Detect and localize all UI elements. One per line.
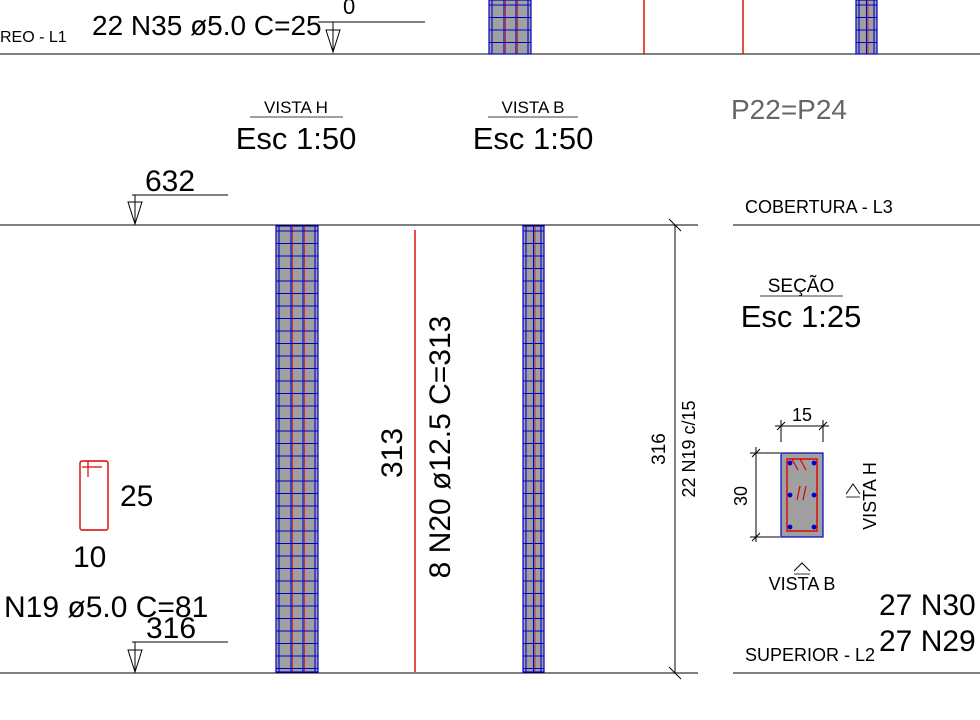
vista-h-scale: Esc 1:50 [236,121,357,156]
level-label-cobertura: COBERTURA - L3 [745,197,893,217]
section-height-tick-top [751,448,761,458]
column-vista-h [275,225,319,673]
vista-b-scale: Esc 1:50 [473,121,594,156]
vista-b-title: VISTA B [502,98,565,117]
vista-h-title: VISTA H [264,98,328,117]
level-label-l1: REO - L1 [0,29,67,46]
section-height-tick-bottom [751,532,761,542]
main-bar-spec: 8 N20 ø12.5 C=313 [424,316,457,579]
height-dimension-tick-bottom [668,666,682,680]
height-dimension-value: 316 [649,433,670,465]
section-vista-b-label: VISTA B [769,574,836,594]
section-title: SEÇÃO [768,275,835,297]
section-width-dimension: 15 [792,405,812,425]
bottom-level-elevation: 316 [146,612,196,645]
column-vista-b [522,225,545,673]
height-dimension-tick-top [668,218,682,232]
section-width-tick-left [776,421,786,431]
top-bar-spec: 22 N35 ø5.0 C=25 [92,10,322,41]
top-level-value: 0 [343,0,355,19]
top-level-elevation: 632 [145,165,195,198]
top-column-vista-b [855,0,878,55]
section-vista-h-label: VISTA H [860,462,880,530]
pillar-id: P22=P24 [731,94,847,125]
right-bar-spec-2: 27 N29 [879,625,976,658]
stirrup-count-spec: 22 N19 c/15 [679,400,699,497]
column-section [780,452,824,538]
stirrup-width: 10 [73,541,106,574]
level-label-superior: SUPERIOR - L2 [745,645,875,665]
stirrup-shape [79,460,109,531]
section-scale: Esc 1:25 [741,299,862,334]
stirrup-spec: N19 ø5.0 C=81 [4,591,208,624]
top-column-vista-h [488,0,532,55]
section-width-tick-right [818,421,828,431]
stirrup-height: 25 [120,480,153,513]
vista-b-arrow-icon [793,562,811,572]
right-bar-spec-1: 27 N30 [879,589,976,622]
vista-h-arrow-icon [845,483,861,495]
main-bar-length: 313 [376,428,409,478]
section-height-dimension: 30 [731,486,751,506]
